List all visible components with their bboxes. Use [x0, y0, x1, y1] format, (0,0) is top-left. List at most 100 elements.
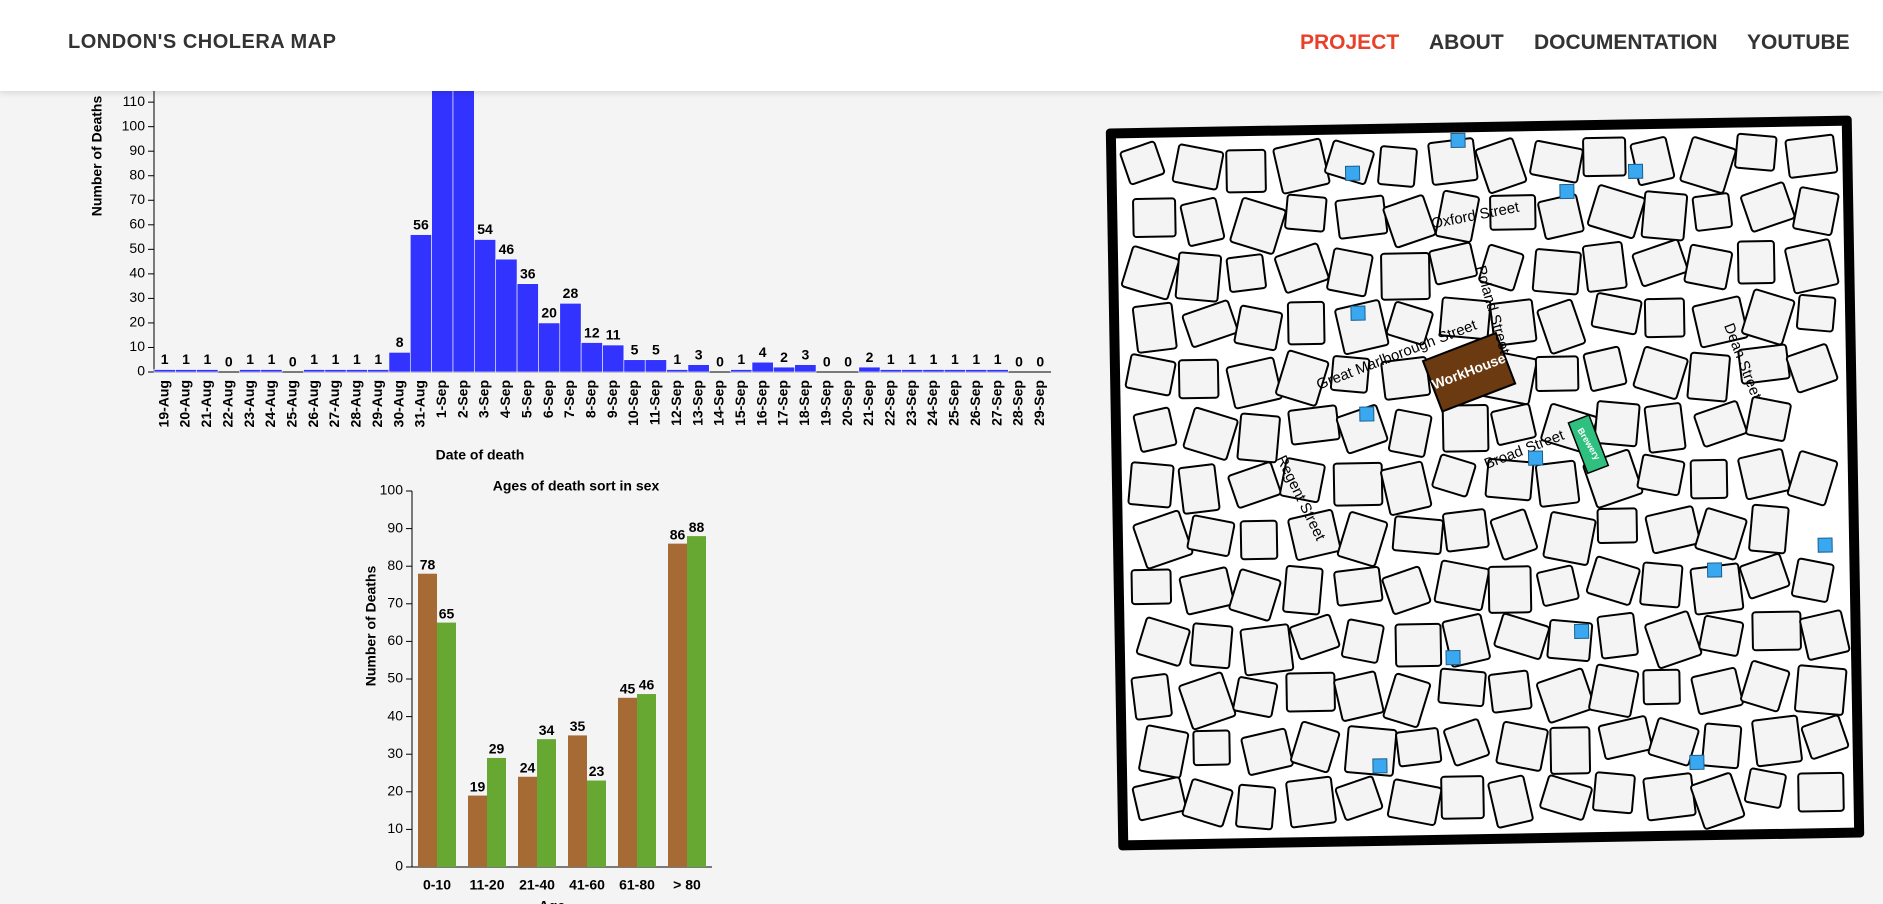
bar	[559, 303, 582, 373]
block	[1240, 727, 1294, 776]
block	[1800, 714, 1850, 760]
block	[1734, 132, 1778, 172]
pump	[1706, 562, 1723, 578]
block	[1431, 453, 1477, 498]
x-axis-label: Date of death	[436, 447, 525, 463]
block	[1489, 508, 1538, 561]
y-tick-label: 60	[387, 632, 403, 648]
block	[1334, 775, 1384, 821]
block	[1329, 355, 1371, 394]
pump	[1573, 623, 1590, 639]
block	[1391, 515, 1445, 555]
block	[1178, 671, 1237, 731]
x-tick-label: 19-Sep	[817, 380, 833, 426]
block	[1694, 507, 1748, 561]
x-tick-label: 12-Sep	[668, 380, 684, 426]
bar	[367, 369, 390, 373]
workhouse-box	[1421, 331, 1517, 413]
bar	[751, 361, 774, 373]
x-tick-label: 8-Sep	[583, 380, 599, 418]
bar	[345, 369, 368, 373]
block	[1239, 519, 1279, 561]
x-tick-label: 61-80	[619, 877, 655, 893]
bar	[303, 369, 326, 373]
y-axis-label: Number of Deaths	[363, 566, 379, 687]
y-tick-label: 20	[129, 314, 145, 330]
block	[1631, 238, 1689, 287]
block	[1593, 400, 1641, 448]
bar	[730, 369, 753, 373]
block	[1683, 243, 1734, 291]
x-tick-label: 23-Aug	[241, 380, 257, 427]
block	[1581, 241, 1628, 293]
y-tick-label: 30	[129, 289, 145, 305]
bar	[468, 795, 487, 867]
block	[1177, 358, 1220, 400]
block	[1596, 507, 1639, 544]
x-tick-label: 14-Sep	[711, 380, 727, 426]
block	[1537, 193, 1585, 240]
brand[interactable]: LONDON'S CHOLERA MAP	[68, 31, 337, 53]
block	[1380, 460, 1433, 516]
block	[1644, 610, 1703, 669]
pump	[1689, 754, 1705, 770]
block	[1189, 622, 1234, 670]
y-tick-label: 90	[387, 519, 403, 535]
block	[1334, 299, 1390, 356]
bar	[773, 366, 796, 373]
bar	[537, 739, 556, 867]
block	[1324, 139, 1375, 185]
bar	[602, 344, 625, 373]
nav-link[interactable]: PROJECT	[1300, 31, 1400, 54]
block	[1285, 775, 1337, 829]
x-tick-label: 22-Sep	[882, 380, 898, 426]
value-label: 1	[246, 351, 254, 367]
value-label: 0	[289, 354, 297, 370]
block	[1239, 623, 1295, 677]
block	[1442, 508, 1490, 553]
x-tick-label: 20-Sep	[839, 380, 855, 426]
block	[1287, 404, 1341, 446]
block	[1586, 184, 1646, 240]
block	[1531, 248, 1582, 296]
x-tick-label: 27-Sep	[988, 380, 1004, 426]
pump	[1450, 132, 1466, 149]
block	[1590, 292, 1643, 336]
block	[1743, 767, 1787, 809]
bar	[587, 780, 606, 867]
value-label: 0	[716, 354, 724, 370]
nav-link[interactable]: YOUTUBE	[1747, 31, 1850, 54]
block	[1132, 406, 1178, 453]
block	[1536, 667, 1596, 724]
block	[1549, 726, 1592, 775]
block	[1642, 668, 1681, 706]
block	[1438, 296, 1492, 341]
value-label: 1	[161, 351, 169, 367]
block	[1225, 148, 1267, 194]
bar	[687, 364, 710, 373]
value-label: 35	[570, 718, 586, 734]
value-label: 65	[439, 605, 455, 621]
block	[1640, 190, 1689, 242]
x-tick-label: 21-Aug	[198, 380, 214, 427]
block	[1786, 450, 1839, 507]
x-tick-label: 26-Sep	[967, 380, 983, 426]
value-label: 2	[780, 349, 788, 365]
block	[1228, 568, 1282, 622]
block	[1130, 673, 1173, 721]
nav-link[interactable]: ABOUT	[1429, 31, 1504, 54]
value-label: 1	[203, 351, 211, 367]
block	[1790, 557, 1835, 603]
block	[1131, 776, 1188, 822]
x-tick-label: 26-Aug	[305, 380, 321, 427]
x-tick-label: 9-Sep	[604, 380, 620, 418]
block	[1225, 356, 1283, 410]
value-label: 20	[541, 305, 557, 321]
x-tick-label: 27-Aug	[326, 380, 342, 427]
block	[1792, 186, 1840, 237]
block	[1644, 505, 1701, 555]
bar	[437, 622, 456, 867]
nav-link[interactable]: DOCUMENTATION	[1534, 31, 1718, 54]
bar	[516, 283, 539, 373]
